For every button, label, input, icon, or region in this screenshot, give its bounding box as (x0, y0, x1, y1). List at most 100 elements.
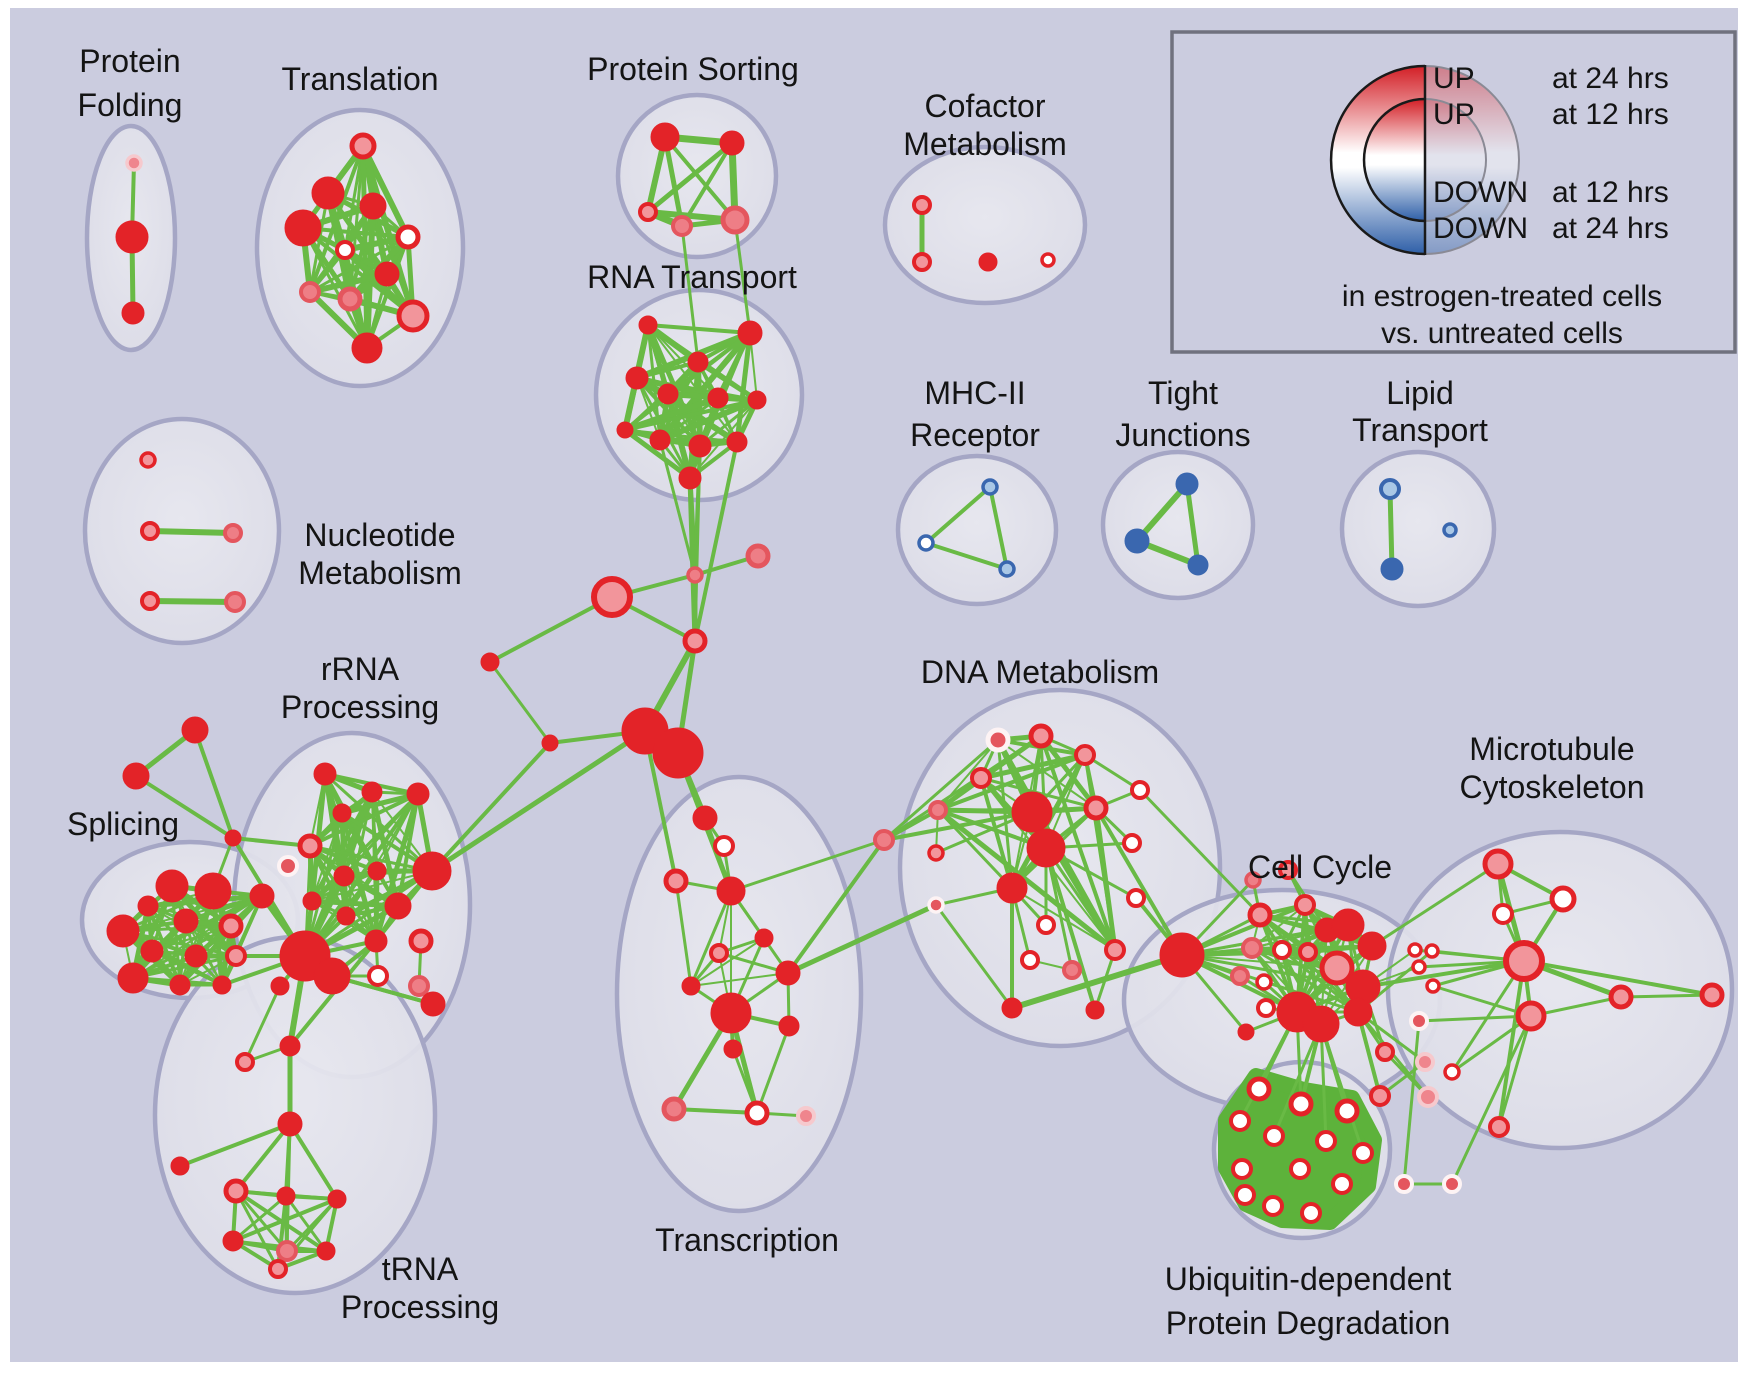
network-node[interactable] (395, 224, 421, 250)
network-node[interactable] (1369, 1085, 1391, 1107)
network-node[interactable] (1442, 522, 1458, 538)
network-node[interactable] (998, 560, 1016, 578)
network-node[interactable] (1026, 828, 1066, 868)
network-node[interactable] (970, 767, 992, 789)
network-node[interactable] (420, 991, 446, 1017)
network-node[interactable] (169, 974, 191, 996)
network-node[interactable] (140, 591, 160, 611)
network-node[interactable] (541, 734, 559, 752)
network-node[interactable] (661, 1096, 687, 1122)
network-node[interactable] (723, 1039, 743, 1059)
network-node[interactable] (1503, 940, 1545, 982)
network-node[interactable] (1352, 1142, 1374, 1164)
network-node[interactable] (225, 945, 247, 967)
network-node[interactable] (139, 451, 157, 469)
network-node[interactable] (1394, 1174, 1414, 1194)
network-node[interactable] (106, 914, 140, 948)
network-node[interactable] (692, 805, 718, 831)
network-node[interactable] (687, 351, 709, 373)
network-node[interactable] (1247, 902, 1273, 928)
network-node[interactable] (115, 220, 149, 254)
network-node[interactable] (224, 829, 242, 847)
network-node[interactable] (978, 252, 998, 272)
network-node[interactable] (1256, 998, 1276, 1018)
network-node[interactable] (754, 928, 774, 948)
network-node[interactable] (1375, 1042, 1395, 1062)
network-node[interactable] (912, 252, 932, 272)
network-node[interactable] (1315, 1130, 1337, 1152)
network-node[interactable] (1124, 528, 1150, 554)
network-node[interactable] (1443, 1063, 1461, 1081)
network-node[interactable] (335, 240, 355, 260)
network-node[interactable] (737, 320, 763, 346)
network-node[interactable] (678, 466, 702, 490)
network-node[interactable] (1425, 978, 1441, 994)
network-node[interactable] (299, 281, 321, 303)
network-node[interactable] (709, 943, 729, 963)
network-node[interactable] (1411, 959, 1427, 975)
network-node[interactable] (316, 1241, 336, 1261)
network-node[interactable] (1278, 860, 1298, 880)
network-node[interactable] (311, 176, 345, 210)
network-node[interactable] (194, 872, 232, 910)
network-node[interactable] (277, 855, 299, 877)
network-node[interactable] (181, 716, 209, 744)
network-node[interactable] (686, 566, 704, 584)
network-node[interactable] (1300, 1202, 1322, 1224)
network-node[interactable] (726, 431, 748, 453)
network-node[interactable] (652, 727, 704, 779)
network-node[interactable] (137, 895, 159, 917)
network-node[interactable] (707, 387, 729, 409)
network-node[interactable] (1379, 478, 1401, 500)
network-node[interactable] (1442, 1174, 1462, 1194)
network-node[interactable] (671, 215, 693, 237)
network-node[interactable] (332, 803, 352, 823)
network-node[interactable] (1302, 1005, 1340, 1043)
network-node[interactable] (1074, 744, 1096, 766)
network-node[interactable] (796, 1106, 816, 1126)
network-node[interactable] (270, 976, 290, 996)
network-node[interactable] (927, 844, 945, 862)
network-node[interactable] (284, 209, 322, 247)
network-node[interactable] (140, 521, 160, 541)
network-node[interactable] (720, 205, 750, 235)
network-node[interactable] (279, 1035, 301, 1057)
network-node[interactable] (184, 944, 208, 968)
network-node[interactable] (313, 762, 337, 786)
network-node[interactable] (1040, 252, 1056, 268)
network-node[interactable] (981, 478, 999, 496)
network-node[interactable] (408, 975, 430, 997)
network-node[interactable] (996, 872, 1028, 904)
network-node[interactable] (1407, 942, 1423, 958)
network-node[interactable] (302, 891, 322, 911)
network-node[interactable] (1062, 960, 1082, 980)
network-node[interactable] (297, 833, 323, 859)
network-node[interactable] (1159, 932, 1205, 978)
network-node[interactable] (125, 154, 143, 172)
network-node[interactable] (917, 534, 935, 552)
network-node[interactable] (1237, 1023, 1255, 1041)
network-node[interactable] (713, 835, 735, 857)
network-node[interactable] (1298, 942, 1318, 962)
network-node[interactable] (122, 762, 150, 790)
network-node[interactable] (336, 906, 356, 926)
network-node[interactable] (1343, 997, 1373, 1027)
network-node[interactable] (224, 591, 246, 613)
network-node[interactable] (235, 1052, 255, 1072)
network-node[interactable] (333, 865, 355, 887)
network-node[interactable] (412, 851, 452, 891)
network-node[interactable] (313, 957, 351, 995)
network-node[interactable] (1608, 984, 1634, 1010)
network-node[interactable] (1187, 554, 1209, 576)
network-node[interactable] (1036, 915, 1056, 935)
network-node[interactable] (1104, 939, 1126, 961)
network-node[interactable] (349, 132, 377, 160)
network-node[interactable] (223, 1178, 249, 1204)
network-node[interactable] (276, 1186, 296, 1206)
network-node[interactable] (218, 913, 244, 939)
network-node[interactable] (1272, 940, 1292, 960)
network-node[interactable] (351, 332, 383, 364)
network-node[interactable] (222, 1230, 244, 1252)
network-node[interactable] (1515, 1000, 1547, 1032)
network-node[interactable] (170, 1156, 190, 1176)
